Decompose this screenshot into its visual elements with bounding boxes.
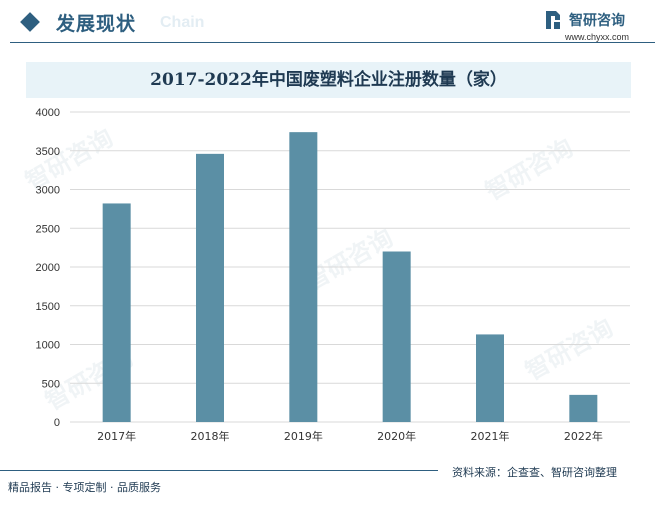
- brand: 智研咨询 www.chyxx.com: [543, 6, 653, 46]
- bar: [569, 394, 598, 422]
- page-header: 发展现状 Chain 智研咨询 www.chyxx.com: [0, 0, 665, 48]
- y-tick-label: 2000: [36, 262, 60, 274]
- y-tick-label: 1000: [36, 340, 60, 352]
- x-tick-label: 2018年: [191, 429, 230, 443]
- bar-chart: 0 500 1000 1500 2000 2500 3000 3500 4000 2017年 201…: [36, 107, 630, 443]
- y-tick-label: 2500: [36, 223, 60, 235]
- brand-name: 智研咨询: [569, 13, 625, 29]
- bar: [382, 251, 411, 422]
- diamond-icon: [20, 12, 40, 32]
- section-watermark: Chain: [160, 14, 205, 31]
- y-tick-label: 0: [54, 417, 60, 429]
- bar: [102, 203, 131, 422]
- y-tick-label: 4000: [36, 107, 60, 119]
- brand-logo-icon: [546, 11, 560, 29]
- x-tick-label: 2020年: [377, 429, 416, 443]
- y-tick-label: 500: [42, 378, 60, 390]
- y-tick-label: 3500: [36, 146, 60, 158]
- bar: [476, 334, 504, 422]
- footer-divider: [0, 470, 438, 471]
- x-tick-label: 2021年: [471, 429, 510, 443]
- data-source: 资料来源：企查查、智研咨询整理: [452, 466, 617, 479]
- bar: [196, 153, 224, 422]
- y-tick-label: 3000: [36, 185, 60, 197]
- section-title: 发展现状: [56, 13, 137, 35]
- chart-title: 2017-2022年中国废塑料企业注册数量（家）: [150, 70, 507, 90]
- header-divider: [10, 42, 655, 43]
- brand-url: www.chyxx.com: [565, 32, 630, 42]
- chart-title-bar: 2017-2022年中国废塑料企业注册数量（家）: [26, 62, 631, 98]
- bar: [289, 132, 318, 422]
- x-tick-label: 2017年: [97, 429, 136, 443]
- footer-tagline: 精品报告 · 专项定制 · 品质服务: [8, 481, 161, 494]
- x-tick-label: 2022年: [564, 429, 603, 443]
- x-tick-label: 2019年: [284, 429, 323, 443]
- y-tick-label: 1500: [36, 301, 60, 313]
